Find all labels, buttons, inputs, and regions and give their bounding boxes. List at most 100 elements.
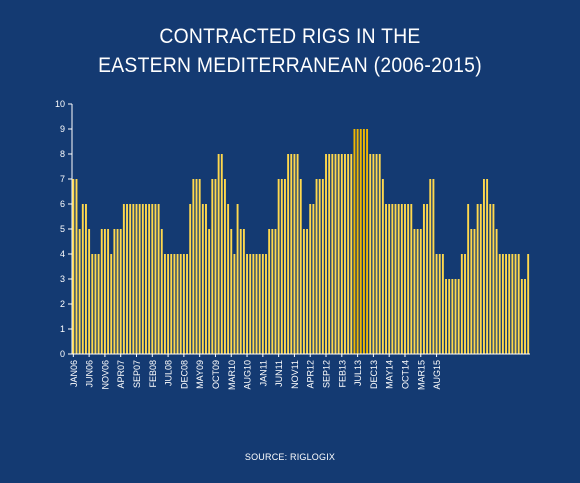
bar (486, 179, 489, 354)
bar (520, 279, 523, 354)
bar (467, 204, 470, 354)
bar (176, 254, 179, 354)
bar (290, 154, 293, 354)
bar (435, 254, 438, 354)
bar (353, 129, 356, 354)
bar (505, 254, 508, 354)
bar (274, 229, 277, 354)
y-tick-label: 10 (55, 99, 65, 109)
bar (454, 279, 457, 354)
bar (236, 204, 239, 354)
bar (223, 179, 226, 354)
chart-title-line-2: EASTERN MEDITERRANEAN (2006-2015) (98, 54, 482, 77)
bar (208, 229, 211, 354)
bar (315, 179, 318, 354)
bar (331, 154, 334, 354)
bar (94, 254, 97, 354)
x-tick-label: DEC08 (179, 360, 189, 389)
bar (220, 154, 223, 354)
x-tick-label: NOV06 (100, 360, 110, 390)
bar (517, 254, 520, 354)
bar (277, 179, 280, 354)
bar (167, 254, 170, 354)
bar (280, 179, 283, 354)
bar (344, 154, 346, 354)
bar (369, 154, 372, 354)
bar (258, 254, 261, 354)
bar (170, 254, 173, 354)
x-tick-label: MAY14 (385, 360, 395, 389)
bar (182, 254, 185, 354)
bar (422, 204, 425, 354)
bar (163, 254, 166, 354)
bar (309, 204, 312, 354)
bar (381, 179, 384, 354)
bar (160, 229, 163, 354)
bar (135, 204, 138, 354)
x-tick-label: APR12 (306, 360, 316, 389)
bar (318, 179, 321, 354)
bar (501, 254, 504, 354)
bar (391, 204, 394, 354)
bar (482, 179, 485, 354)
bar (489, 204, 492, 354)
bar (378, 154, 381, 354)
bar (448, 279, 451, 354)
x-tick-label: OCT09 (211, 360, 221, 389)
x-tick-label: JAN11 (258, 360, 268, 386)
bar (265, 254, 267, 354)
bar (173, 254, 176, 354)
bar (419, 229, 422, 354)
bar (432, 179, 435, 354)
bar (132, 204, 135, 354)
y-tick-label: 3 (60, 274, 65, 284)
bar (205, 204, 207, 354)
bar (91, 254, 94, 354)
x-tick-label: NOV11 (290, 360, 300, 389)
bar (359, 129, 362, 354)
bar (470, 229, 473, 354)
bar (508, 254, 511, 354)
bar (457, 279, 460, 354)
bar (186, 254, 188, 354)
bar (284, 179, 286, 354)
bar (151, 204, 154, 354)
bar (75, 179, 78, 354)
x-tick-label: MAY09 (195, 360, 205, 389)
bar (81, 204, 84, 354)
bar (97, 254, 100, 354)
bar (129, 204, 132, 354)
bar (145, 204, 147, 354)
bar (366, 129, 369, 354)
bar (375, 154, 378, 354)
bar (227, 204, 230, 354)
x-tick-label: FEB13 (337, 360, 347, 388)
y-tick-label: 8 (60, 149, 65, 159)
bar (334, 154, 337, 354)
bar (119, 229, 122, 354)
bar (407, 204, 410, 354)
x-tick-label: DEC13 (369, 360, 379, 389)
bar (201, 204, 204, 354)
y-tick-label: 5 (60, 224, 65, 234)
bar (325, 154, 327, 354)
bar (271, 229, 274, 354)
bar (85, 204, 87, 354)
bar (249, 254, 252, 354)
bar (438, 254, 441, 354)
bar (179, 254, 182, 354)
y-tick-label: 2 (60, 299, 65, 309)
bar (397, 204, 400, 354)
bar (148, 204, 151, 354)
bar (388, 204, 391, 354)
bar (189, 204, 192, 354)
x-tick-label: FEB08 (148, 360, 158, 388)
bar (495, 229, 498, 354)
x-tick-label: JAN06 (69, 360, 79, 387)
bar (492, 204, 495, 354)
bar (255, 254, 258, 354)
bar (394, 204, 397, 354)
x-tick-label: JUL13 (353, 360, 363, 386)
y-tick-label: 0 (60, 349, 65, 359)
